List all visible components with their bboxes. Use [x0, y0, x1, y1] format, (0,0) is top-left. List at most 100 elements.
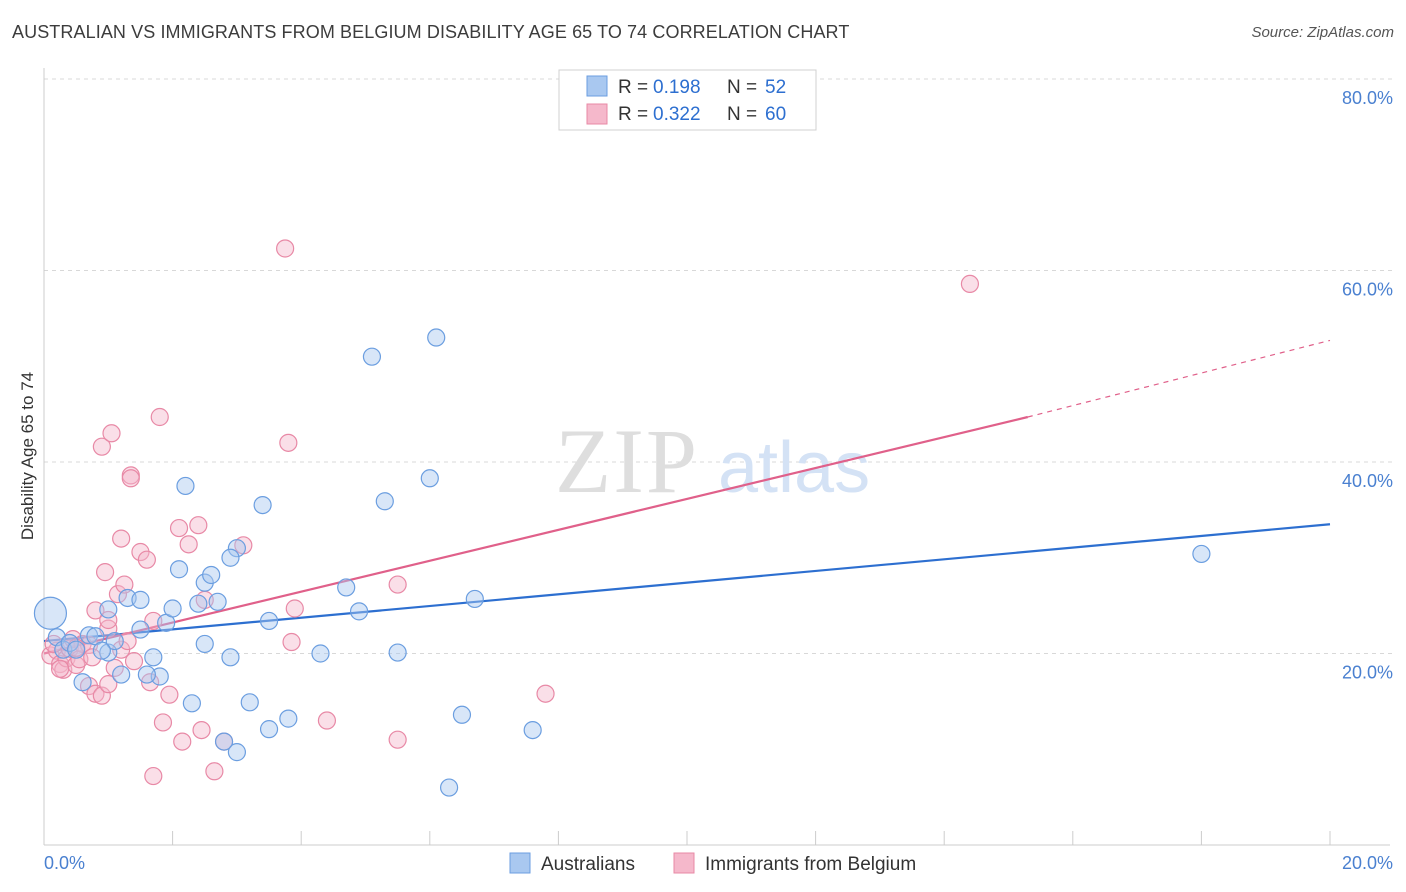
australian-point: [259, 720, 279, 739]
australian-point: [279, 709, 298, 728]
belgium-point: [108, 585, 128, 604]
series-legend-label-belgium[interactable]: Immigrants from Belgium: [705, 854, 916, 875]
australian-point: [227, 743, 246, 762]
australian-point: [182, 694, 201, 713]
belgium-point: [102, 424, 121, 443]
belgium-point: [169, 518, 189, 538]
australian-point: [221, 648, 240, 667]
australian-point: [1192, 544, 1211, 564]
australian-point: [427, 328, 446, 347]
australian-point: [131, 620, 150, 639]
belgium-point: [115, 575, 134, 594]
stats-legend-n-label: N =: [727, 77, 757, 98]
belgium-point: [282, 632, 301, 652]
belgium-point: [95, 563, 115, 582]
australian-point: [67, 640, 86, 659]
chart-title: AUSTRALIAN VS IMMIGRANTS FROM BELGIUM DI…: [12, 22, 850, 42]
belgium-point: [160, 685, 179, 704]
y-axis-label: Disability Age 65 to 74: [18, 372, 37, 540]
belgium-point: [536, 684, 555, 703]
axes: [43, 68, 1390, 846]
australian-point: [253, 495, 272, 515]
stats-legend-n-label: N =: [727, 104, 757, 125]
stats-legend-r-label: R =: [618, 104, 648, 125]
belgium-point: [317, 711, 337, 730]
australians-trend-line: [43, 523, 1331, 643]
australian-point: [137, 665, 156, 684]
belgium-point: [121, 469, 140, 488]
y-axis-tick-labels: 20.0% 40.0% 60.0% 80.0%: [1342, 88, 1393, 683]
australian-point: [99, 643, 118, 662]
belgium-point: [124, 652, 144, 671]
series-legend: Australians Immigrants from Belgium: [509, 852, 916, 875]
watermark-zip: ZIP: [555, 410, 699, 512]
australian-point: [169, 560, 189, 579]
stats-legend-swatch-blue: [586, 75, 608, 97]
australian-point: [99, 600, 118, 619]
x-tick-label-min: 0.0%: [44, 853, 85, 873]
belgium-point: [99, 675, 118, 694]
source-label: Source: ZipAtlas.com: [1251, 24, 1394, 41]
belgium-point: [144, 766, 163, 786]
series-legend-swatch-belgium[interactable]: [673, 852, 695, 874]
stats-legend-r-label: R =: [618, 77, 648, 98]
y-tick-label: 40.0%: [1342, 471, 1393, 491]
belgium-point: [118, 631, 137, 651]
belgium-point: [105, 658, 124, 677]
belgium-point: [388, 730, 407, 749]
australian-point: [54, 640, 73, 659]
belgium-point: [192, 720, 211, 740]
y-tick-label: 20.0%: [1342, 663, 1393, 683]
belgium-trend-extension: [1027, 339, 1331, 418]
australian-point: [105, 631, 124, 651]
australian-point: [33, 596, 68, 630]
series-legend-label-australians[interactable]: Australians: [541, 854, 635, 875]
belgium-point: [179, 535, 198, 554]
australian-point: [195, 634, 214, 654]
stats-legend-r-value: 0.198: [653, 77, 701, 98]
x-axis-ticks: [172, 831, 1331, 845]
belgium-point: [388, 575, 407, 594]
australian-point: [176, 476, 195, 496]
belgium-point: [50, 659, 70, 678]
australian-point: [112, 665, 131, 684]
australian-point: [420, 469, 439, 488]
australian-point: [60, 633, 79, 653]
australian-point: [79, 626, 99, 645]
trend-lines: [43, 339, 1331, 655]
belgium-point: [150, 407, 169, 427]
stats-legend: R = 0.198 N = 52 R = 0.322 N = 60: [558, 69, 817, 131]
y-tick-label: 60.0%: [1342, 280, 1393, 300]
stats-legend-swatch-pink: [586, 103, 608, 125]
australian-point: [388, 643, 407, 662]
australian-point: [163, 599, 182, 618]
australian-point: [214, 732, 234, 751]
belgium-point: [86, 601, 105, 620]
australian-point: [375, 492, 394, 511]
australian-point: [221, 548, 240, 567]
belgium-point: [276, 239, 295, 258]
stats-legend-n-value: 60: [765, 104, 786, 125]
australian-point: [131, 590, 150, 609]
belgium-point: [153, 713, 173, 732]
australian-point: [144, 648, 163, 667]
australian-point: [439, 778, 459, 797]
australian-point: [73, 673, 92, 692]
belgium-trend-line: [43, 415, 1029, 655]
australian-point: [227, 539, 246, 558]
series-legend-swatch-australians[interactable]: [509, 852, 531, 874]
australian-point: [362, 347, 382, 366]
belgium-point: [112, 529, 131, 548]
belgium-point: [86, 684, 105, 703]
x-tick-label-max: 20.0%: [1342, 853, 1393, 873]
australian-point: [259, 611, 279, 631]
stats-legend-n-value: 52: [765, 77, 786, 98]
belgium-point: [205, 762, 224, 781]
australian-point: [311, 644, 330, 663]
belgium-point: [92, 437, 111, 456]
belgium-point: [960, 274, 980, 294]
belgium-point: [279, 433, 298, 452]
belgium-point: [173, 732, 192, 751]
australian-points: [33, 328, 1211, 797]
belgium-point: [92, 686, 111, 705]
